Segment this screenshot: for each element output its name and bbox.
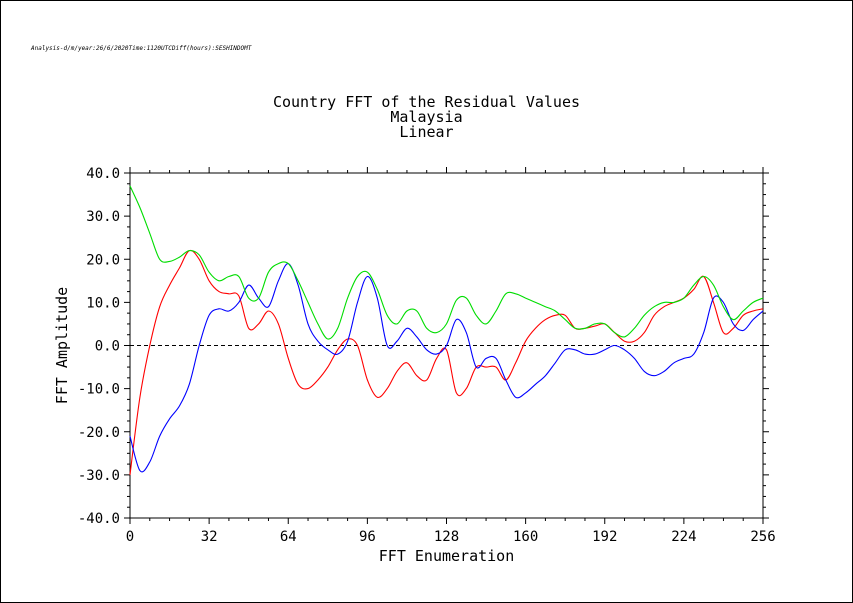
analysis-meta-text: Analysis-d/m/year:26/6/2020Time:1120UTCD…	[31, 45, 252, 52]
chart-title: Country FFT of the Residual Values	[272, 93, 581, 111]
y-tick-label: 20.0	[86, 252, 120, 268]
y-tick-label: 10.0	[86, 295, 120, 311]
red-series-line	[129, 249, 764, 475]
y-tick-label: -30.0	[78, 468, 120, 484]
x-tick-label: 224	[671, 529, 696, 545]
y-tick-label: -20.0	[78, 425, 120, 441]
x-tick-label: 160	[513, 529, 538, 545]
chart-subtitle-country: Malaysia	[390, 108, 463, 126]
blue-series-line	[129, 263, 764, 473]
x-tick-label: 128	[434, 529, 459, 545]
y-axis-title: FFT Amplitude	[53, 287, 71, 404]
y-tick-label: 0.0	[95, 339, 120, 355]
y-tick-label: -10.0	[78, 382, 120, 398]
y-tick-label: -40.0	[78, 511, 120, 527]
green-series-line	[129, 185, 764, 340]
x-axis-title: FFT Enumeration	[379, 547, 514, 565]
x-tick-label: 32	[201, 529, 218, 545]
x-tick-label: 64	[280, 529, 297, 545]
y-tick-label: 40.0	[86, 166, 120, 182]
y-tick-label: 30.0	[86, 209, 120, 225]
x-tick-label: 0	[126, 529, 134, 545]
x-tick-label: 192	[592, 529, 617, 545]
chart-subtitle-scale: Linear	[399, 123, 454, 141]
x-tick-label: 256	[750, 529, 775, 545]
x-tick-label: 96	[359, 529, 376, 545]
